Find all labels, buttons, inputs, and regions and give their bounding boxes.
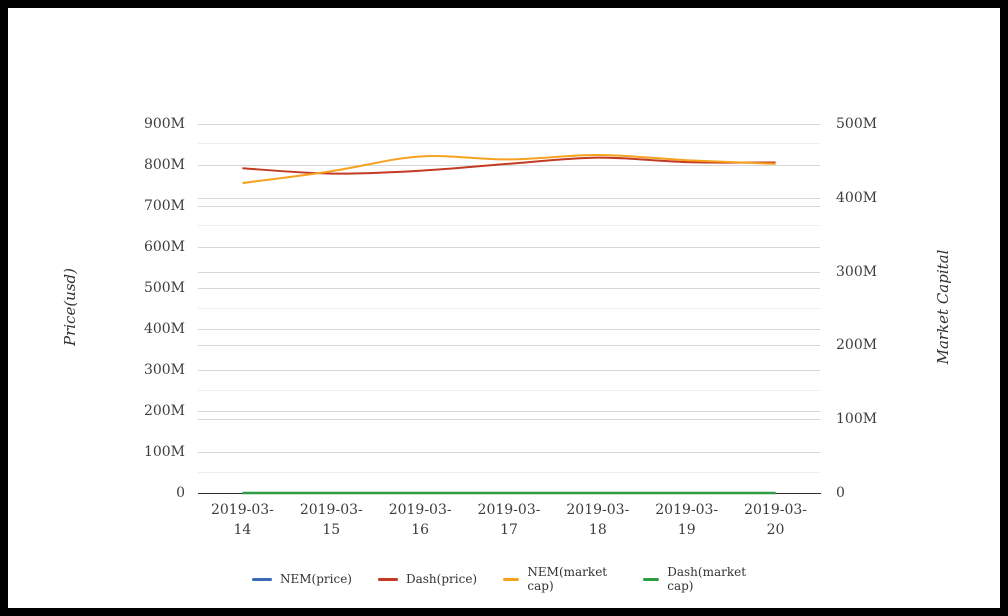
left-axis-tick-label: 400M [143, 321, 185, 337]
legend-label: Dash(price) [406, 572, 478, 586]
series-line-dash-price [242, 156, 776, 175]
right-axis-tick-label: 400M [836, 189, 878, 206]
right-axis-tick-label: 500M [836, 116, 878, 132]
x-tick-line2: 20 [766, 522, 785, 538]
right-axis-tick-label: 0 [836, 485, 845, 501]
x-tick-line1: 2019-03- [477, 502, 541, 518]
x-tick-line2: 17 [500, 522, 518, 538]
series-line-nem-market-cap [242, 153, 776, 185]
left-axis-tick-label: 100M [143, 444, 185, 460]
x-tick-line1: 2019-03- [388, 502, 452, 518]
legend: NEM(price) Dash(price) NEM(market cap) Dash… [252, 565, 756, 593]
left-axis-tick-label: 300M [143, 362, 185, 378]
legend-item-dash-price[interactable]: Dash(price) [378, 572, 477, 586]
left-axis-tick-label: 900M [143, 116, 185, 132]
legend-label: Dash(market cap) [667, 565, 747, 593]
x-tick-line1: 2019-03- [210, 502, 274, 518]
left-axis-tick-label: 500M [143, 280, 185, 296]
x-tick-line2: 16 [411, 522, 430, 538]
legend-label: NEM(market cap) [527, 565, 608, 593]
left-axis-tick-label: 600M [143, 239, 185, 255]
left-axis-tick-label: 800M [143, 157, 185, 173]
x-tick-line2: 15 [322, 522, 341, 538]
x-tick-line1: 2019-03- [299, 502, 363, 518]
legend-swatch-nem-price [252, 577, 272, 581]
x-tick-line2: 19 [677, 522, 696, 538]
x-axis-tick-label: 2019-03- 16 [389, 500, 452, 540]
x-axis-tick-label: 2019-03- 19 [655, 500, 718, 540]
legend-item-dash-market-cap[interactable]: Dash(market cap) [642, 565, 756, 593]
legend-swatch-nem-market-cap [503, 577, 520, 581]
x-tick-line2: 14 [233, 522, 252, 538]
x-axis-tick-label: 2019-03- 17 [478, 500, 541, 540]
left-axis-tick-label: 0 [176, 485, 185, 501]
right-axis-tick-label: 200M [836, 337, 878, 354]
x-tick-line1: 2019-03- [655, 502, 719, 518]
legend-swatch-dash-price [378, 577, 398, 581]
left-axis-tick-label: 700M [143, 198, 185, 214]
x-tick-line2: 18 [588, 522, 607, 538]
x-tick-line1: 2019-03- [566, 502, 630, 518]
right-axis-title: Market Capital [934, 249, 952, 365]
legend-item-nem-market-cap[interactable]: NEM(market cap) [503, 565, 617, 593]
x-axis-tick-label: 2019-03- 20 [744, 500, 807, 540]
x-axis-tick-label: 2019-03- 18 [566, 500, 629, 540]
legend-label: NEM(price) [280, 572, 352, 586]
left-axis-tick-label: 200M [143, 403, 185, 419]
legend-item-nem-price[interactable]: NEM(price) [252, 572, 352, 586]
x-tick-line1: 2019-03- [744, 502, 808, 518]
left-axis-title: Price(usd) [61, 267, 79, 347]
right-axis-tick-label: 100M [836, 411, 878, 428]
x-axis-tick-label: 2019-03- 14 [211, 500, 274, 540]
right-axis-tick-label: 300M [836, 263, 878, 280]
legend-swatch-dash-market-cap [642, 577, 660, 581]
x-axis-tick-label: 2019-03- 15 [300, 500, 363, 540]
